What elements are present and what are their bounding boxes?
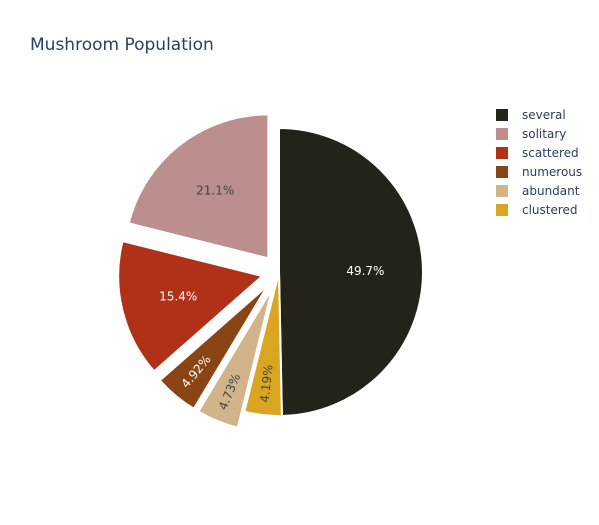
legend-swatch-numerous (496, 166, 508, 178)
pie-slices (117, 113, 424, 429)
legend-swatch-solitary (496, 128, 508, 140)
pie-slice-scattered[interactable] (117, 239, 265, 373)
legend-item-abundant[interactable]: abundant (496, 184, 580, 198)
pie-label-clustered: 4.19% (257, 364, 275, 403)
legend-item-solitary[interactable]: solitary (496, 127, 566, 141)
pie-slice-solitary[interactable] (127, 113, 270, 260)
legend-item-numerous[interactable]: numerous (496, 165, 582, 179)
pie-label-solitary: 21.1% (196, 183, 234, 197)
legend-label-scattered: scattered (522, 146, 579, 160)
legend-item-scattered[interactable]: scattered (496, 146, 579, 160)
chart-title: Mushroom Population (30, 35, 214, 55)
legend-label-solitary: solitary (522, 127, 566, 141)
pie-slice-clustered[interactable] (243, 271, 283, 417)
pie-label-several: 49.7% (346, 264, 384, 278)
legend-swatch-clustered (496, 204, 508, 216)
pie-label-scattered: 15.4% (159, 289, 197, 303)
legend-label-several: several (522, 108, 566, 122)
pie-slice-numerous[interactable] (158, 284, 269, 411)
legend-label-abundant: abundant (522, 184, 580, 198)
legend-item-several[interactable]: several (496, 108, 566, 122)
legend: several solitary scattered numerous abundant… (496, 108, 582, 217)
pie-slice-abundant[interactable] (196, 287, 274, 429)
legend-swatch-abundant (496, 185, 508, 197)
legend-swatch-scattered (496, 147, 508, 159)
legend-label-clustered: clustered (522, 203, 578, 217)
legend-label-numerous: numerous (522, 165, 582, 179)
legend-swatch-several (496, 109, 508, 121)
legend-item-clustered[interactable]: clustered (496, 203, 578, 217)
pie-slice-several[interactable] (278, 126, 424, 417)
